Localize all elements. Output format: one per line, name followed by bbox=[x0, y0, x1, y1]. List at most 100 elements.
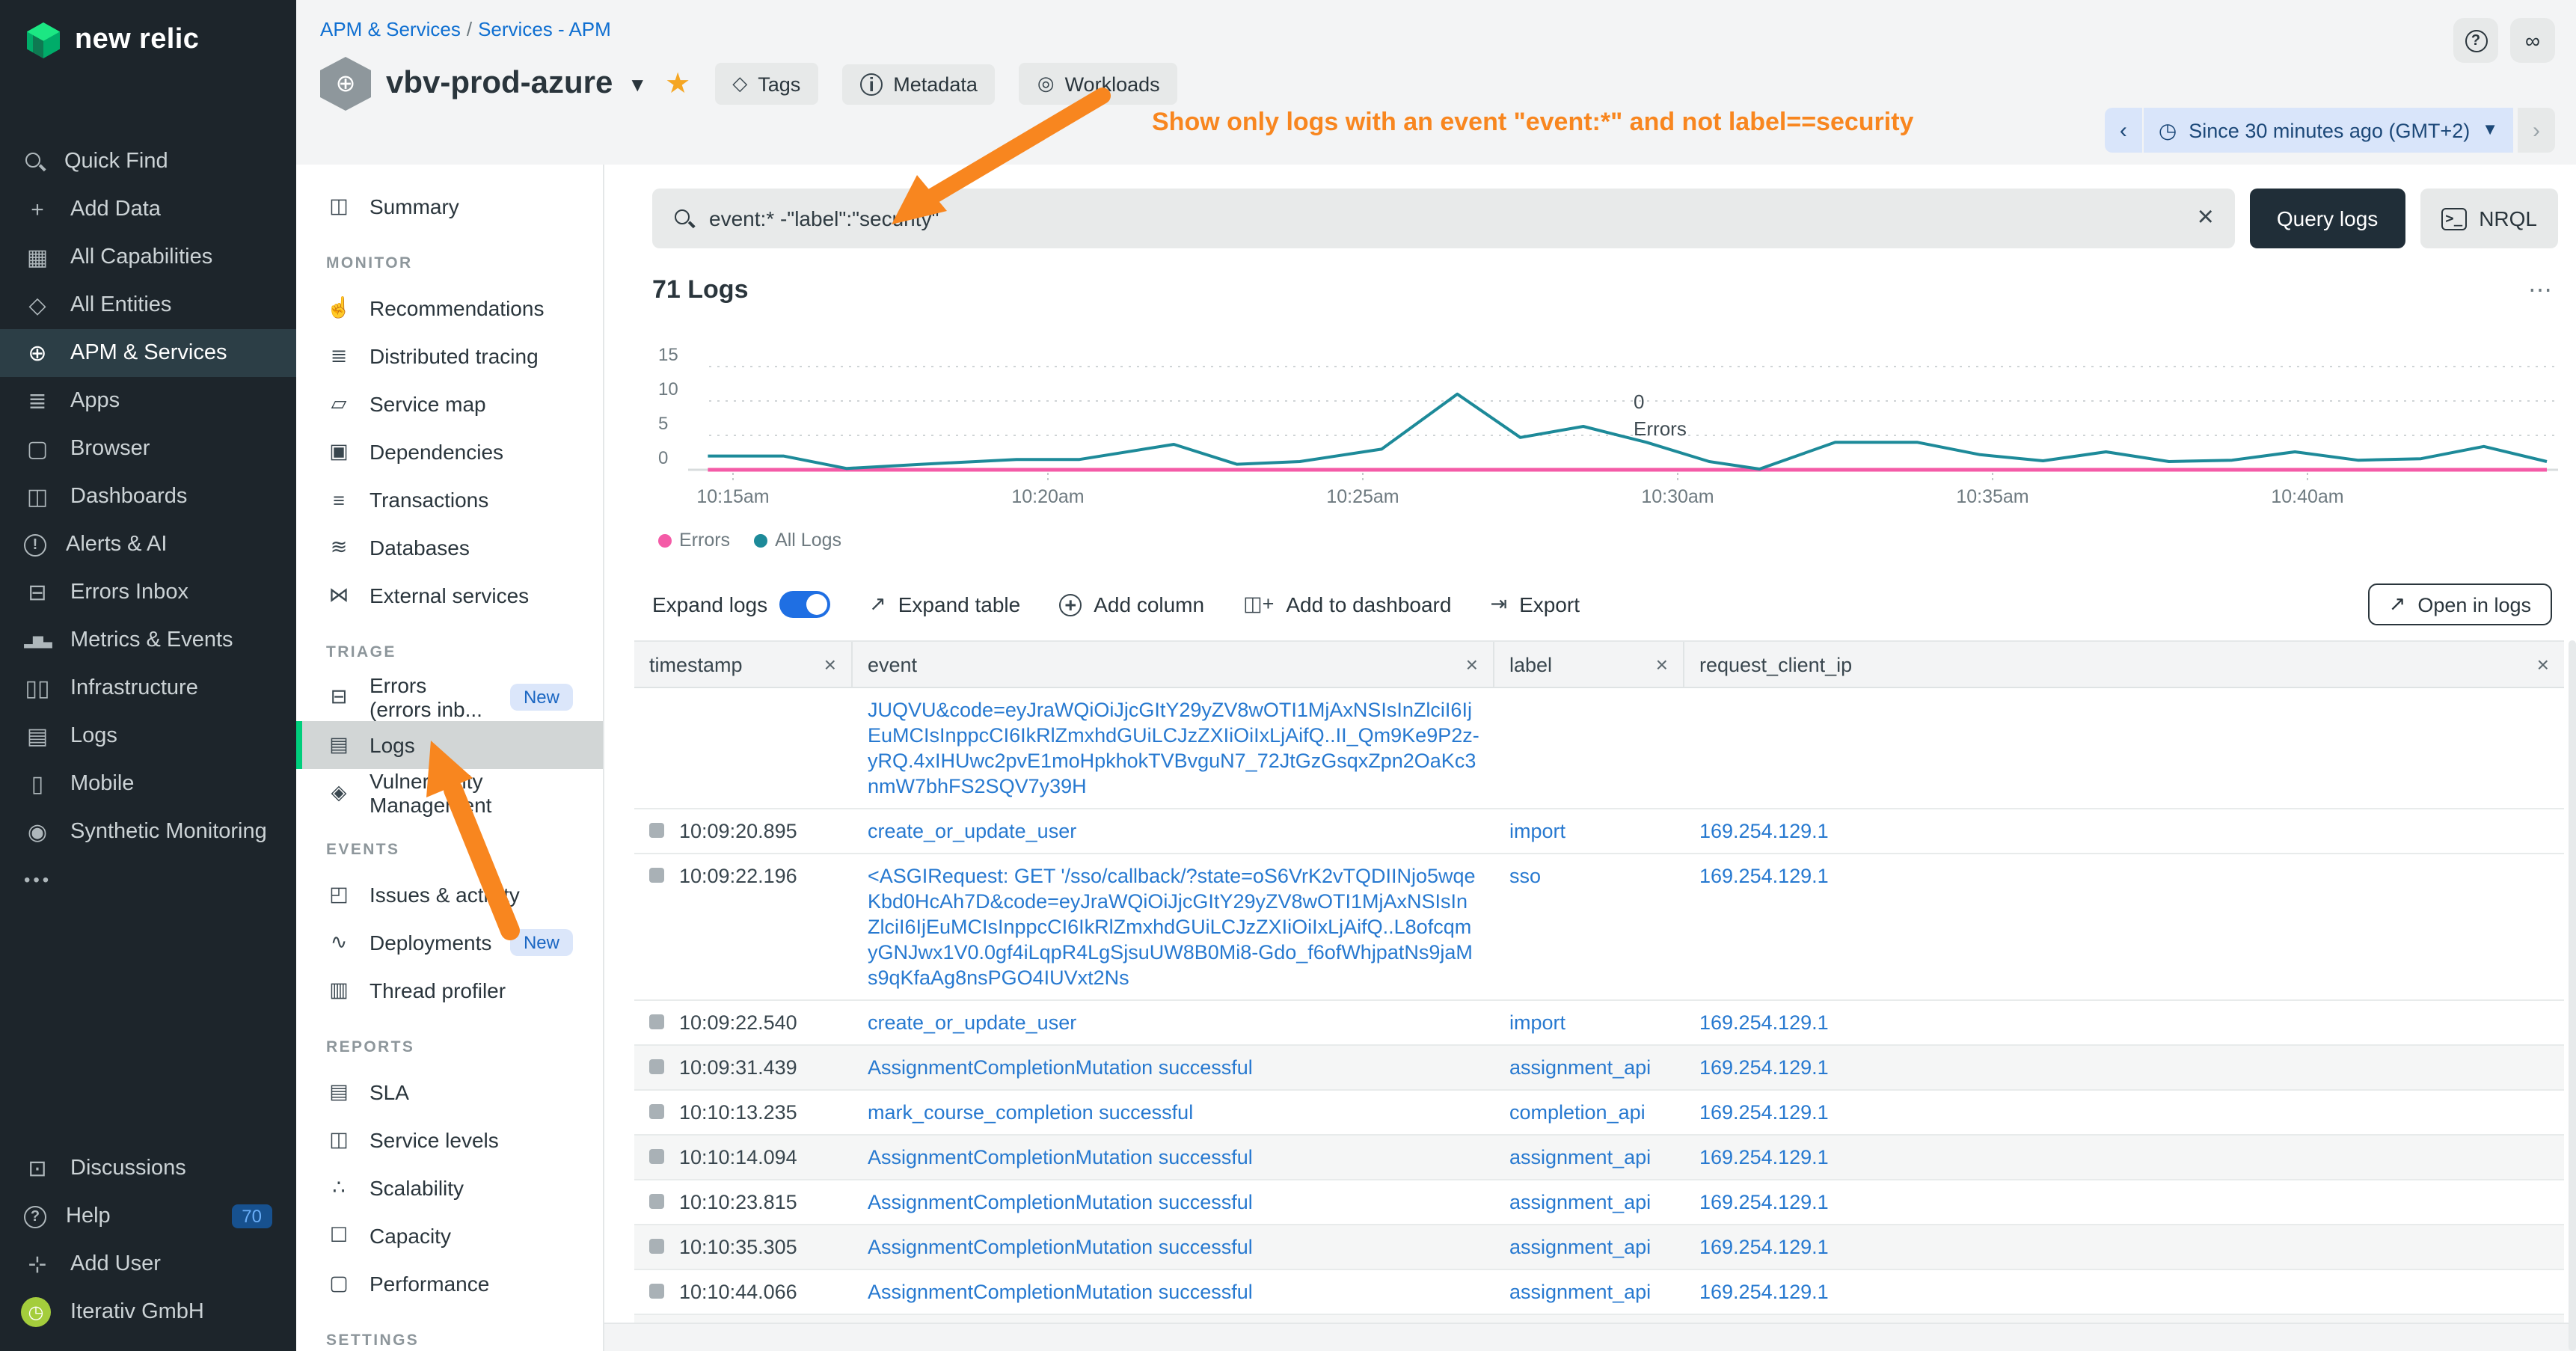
remove-column-icon[interactable]: × bbox=[824, 652, 836, 676]
legend-item-errors[interactable]: Errors bbox=[658, 530, 730, 551]
subnav-item-deployments[interactable]: ∿DeploymentsNew bbox=[296, 919, 603, 966]
subnav-item-logs[interactable]: ▤Logs bbox=[296, 721, 603, 769]
subnav-item-errors-errors-inb[interactable]: ⊟Errors (errors inb...New bbox=[296, 673, 603, 721]
log-label-link[interactable]: assignment_api bbox=[1509, 1056, 1651, 1079]
log-row[interactable]: 10:10:35.305AssignmentCompletionMutation… bbox=[634, 1225, 2564, 1270]
subnav-item-summary[interactable]: ◫Summary bbox=[296, 183, 603, 230]
time-back-button[interactable]: ‹ bbox=[2105, 108, 2142, 153]
table-scrollbar[interactable] bbox=[2569, 640, 2576, 1351]
log-event-link[interactable]: AssignmentCompletionMutation successful bbox=[868, 1236, 1253, 1258]
log-label-link[interactable]: assignment_api bbox=[1509, 1236, 1651, 1258]
log-ip-link[interactable]: 169.254.129.1 bbox=[1699, 820, 1829, 842]
log-row[interactable]: 10:09:22.540create_or_update_userimport1… bbox=[634, 1001, 2564, 1046]
export-button[interactable]: ⇥ Export bbox=[1490, 592, 1580, 616]
sidebar-item-iterativ-gmbh[interactable]: ◷Iterativ GmbH bbox=[0, 1288, 296, 1336]
log-label-link[interactable]: assignment_api bbox=[1509, 1281, 1651, 1303]
row-select-checkbox[interactable] bbox=[649, 1149, 664, 1164]
sidebar-item-apm-services[interactable]: ⊕APM & Services bbox=[0, 329, 296, 377]
sidebar-item-apps[interactable]: ≣Apps bbox=[0, 377, 296, 425]
toggle-on-icon[interactable] bbox=[779, 591, 830, 618]
log-row[interactable]: 10:10:14.094AssignmentCompletionMutation… bbox=[634, 1136, 2564, 1180]
clear-query-icon[interactable]: × bbox=[2198, 202, 2214, 235]
log-label-link[interactable]: import bbox=[1509, 820, 1565, 842]
log-event-link[interactable]: AssignmentCompletionMutation successful bbox=[868, 1146, 1253, 1168]
sidebar-item-more[interactable]: ••• bbox=[0, 856, 296, 904]
log-event-link[interactable]: create_or_update_user bbox=[868, 1011, 1076, 1034]
remove-column-icon[interactable]: × bbox=[2537, 652, 2549, 676]
log-query-input[interactable]: event:* -"label":"security" × bbox=[652, 189, 2235, 248]
subnav-item-dependencies[interactable]: ▣Dependencies bbox=[296, 428, 603, 476]
open-in-logs-button[interactable]: ↗ Open in logs bbox=[2368, 583, 2552, 625]
sidebar-item-help[interactable]: ?Help70 bbox=[0, 1192, 296, 1240]
log-ip-link[interactable]: 169.254.129.1 bbox=[1699, 1281, 1829, 1303]
subnav-item-service-map[interactable]: ▱Service map bbox=[296, 380, 603, 428]
row-select-checkbox[interactable] bbox=[649, 1194, 664, 1209]
favorite-star-icon[interactable]: ★ bbox=[665, 67, 690, 101]
log-label-link[interactable]: assignment_api bbox=[1509, 1191, 1651, 1213]
workloads-button[interactable]: ◎Workloads bbox=[1019, 63, 1178, 105]
tags-button[interactable]: ◇Tags bbox=[714, 63, 818, 105]
log-row[interactable]: 10:09:20.895create_or_update_userimport1… bbox=[634, 809, 2564, 854]
log-label-link[interactable]: completion_api bbox=[1509, 1101, 1646, 1124]
chart-options-icon[interactable]: ⋯ bbox=[2528, 275, 2552, 305]
log-ip-link[interactable]: 169.254.129.1 bbox=[1699, 1011, 1829, 1034]
sidebar-item-all-entities[interactable]: ◇All Entities bbox=[0, 281, 296, 329]
sidebar-item-all-capabilities[interactable]: ▦All Capabilities bbox=[0, 233, 296, 281]
row-select-checkbox[interactable] bbox=[649, 823, 664, 838]
sidebar-item-discussions[interactable]: ⊡Discussions bbox=[0, 1145, 296, 1192]
log-label-link[interactable]: assignment_api bbox=[1509, 1146, 1651, 1168]
sidebar-item-synthetic-monitoring[interactable]: ◉Synthetic Monitoring bbox=[0, 808, 296, 856]
remove-column-icon[interactable]: × bbox=[1656, 652, 1668, 676]
subnav-item-databases[interactable]: ≋Databases bbox=[296, 524, 603, 572]
subnav-item-distributed-tracing[interactable]: ≣Distributed tracing bbox=[296, 332, 603, 380]
column-header-event[interactable]: event× bbox=[853, 642, 1494, 687]
new-relic-logo[interactable]: new relic bbox=[0, 0, 296, 75]
sidebar-item-quick-find[interactable]: Quick Find bbox=[0, 138, 296, 186]
sidebar-item-infrastructure[interactable]: ▯▯Infrastructure bbox=[0, 664, 296, 712]
sidebar-item-browser[interactable]: ▢Browser bbox=[0, 425, 296, 473]
log-row[interactable]: 10:10:23.815AssignmentCompletionMutation… bbox=[634, 1180, 2564, 1225]
row-select-checkbox[interactable] bbox=[649, 1284, 664, 1299]
log-row[interactable]: JUQVU&code=eyJraWQiOiJjcGItY29yZV8wOTI1M… bbox=[634, 688, 2564, 809]
row-select-checkbox[interactable] bbox=[649, 1059, 664, 1074]
log-row[interactable]: 10:09:22.196<ASGIRequest: GET '/sso/call… bbox=[634, 854, 2564, 1001]
sidebar-item-alerts-ai[interactable]: !Alerts & AI bbox=[0, 521, 296, 569]
log-ip-link[interactable]: 169.254.129.1 bbox=[1699, 1191, 1829, 1213]
subnav-item-external-services[interactable]: ⋈External services bbox=[296, 572, 603, 619]
row-select-checkbox[interactable] bbox=[649, 868, 664, 883]
subnav-item-capacity[interactable]: ☐Capacity bbox=[296, 1212, 603, 1260]
sidebar-item-add-user[interactable]: ⊹Add User bbox=[0, 1240, 296, 1288]
query-logs-button[interactable]: Query logs bbox=[2250, 189, 2405, 248]
log-ip-link[interactable]: 169.254.129.1 bbox=[1699, 1056, 1829, 1079]
subnav-item-thread-profiler[interactable]: ▥Thread profiler bbox=[296, 966, 603, 1014]
log-ip-link[interactable]: 169.254.129.1 bbox=[1699, 1101, 1829, 1124]
log-event-link[interactable]: AssignmentCompletionMutation successful bbox=[868, 1281, 1253, 1303]
log-event-link[interactable]: <ASGIRequest: GET '/sso/callback/?state=… bbox=[868, 865, 1476, 989]
expand-table-button[interactable]: ↗ Expand table bbox=[869, 592, 1020, 616]
subnav-item-transactions[interactable]: ≡Transactions bbox=[296, 476, 603, 524]
log-ip-link[interactable]: 169.254.129.1 bbox=[1699, 1146, 1829, 1168]
breadcrumb-services-apm[interactable]: Services - APM bbox=[478, 18, 611, 40]
logs-timeseries-chart[interactable]: 15105010:15am10:20am10:25am10:30am10:35a… bbox=[658, 337, 2558, 509]
sidebar-item-metrics-events[interactable]: ▂▆▃Metrics & Events bbox=[0, 616, 296, 664]
log-ip-link[interactable]: 169.254.129.1 bbox=[1699, 865, 1829, 887]
subnav-item-scalability[interactable]: ∴Scalability bbox=[296, 1164, 603, 1212]
log-row[interactable]: 10:10:13.235mark_course_completion succe… bbox=[634, 1091, 2564, 1136]
permalink-button[interactable]: ∞ bbox=[2510, 18, 2555, 63]
log-row[interactable]: 10:10:44.066AssignmentCompletionMutation… bbox=[634, 1270, 2564, 1315]
subnav-item-performance[interactable]: ▢Performance bbox=[296, 1260, 603, 1308]
row-select-checkbox[interactable] bbox=[649, 1014, 664, 1029]
entity-chevron-down-icon[interactable]: ▼ bbox=[628, 73, 647, 95]
time-range-button[interactable]: ◷ Since 30 minutes ago (GMT+2) ▼ bbox=[2144, 108, 2513, 153]
sidebar-item-add-data[interactable]: +Add Data bbox=[0, 186, 296, 233]
log-label-link[interactable]: sso bbox=[1509, 865, 1541, 887]
legend-item-all-logs[interactable]: All Logs bbox=[754, 530, 841, 551]
expand-logs-toggle[interactable]: Expand logs bbox=[652, 591, 830, 618]
log-event-link[interactable]: mark_course_completion successful bbox=[868, 1101, 1193, 1124]
row-select-checkbox[interactable] bbox=[649, 1239, 664, 1254]
column-header-timestamp[interactable]: timestamp× bbox=[634, 642, 853, 687]
sidebar-item-dashboards[interactable]: ◫Dashboards bbox=[0, 473, 296, 521]
add-to-dashboard-button[interactable]: ◫+ Add to dashboard bbox=[1243, 592, 1451, 616]
subnav-item-sla[interactable]: ▤SLA bbox=[296, 1068, 603, 1116]
row-select-checkbox[interactable] bbox=[649, 1104, 664, 1119]
